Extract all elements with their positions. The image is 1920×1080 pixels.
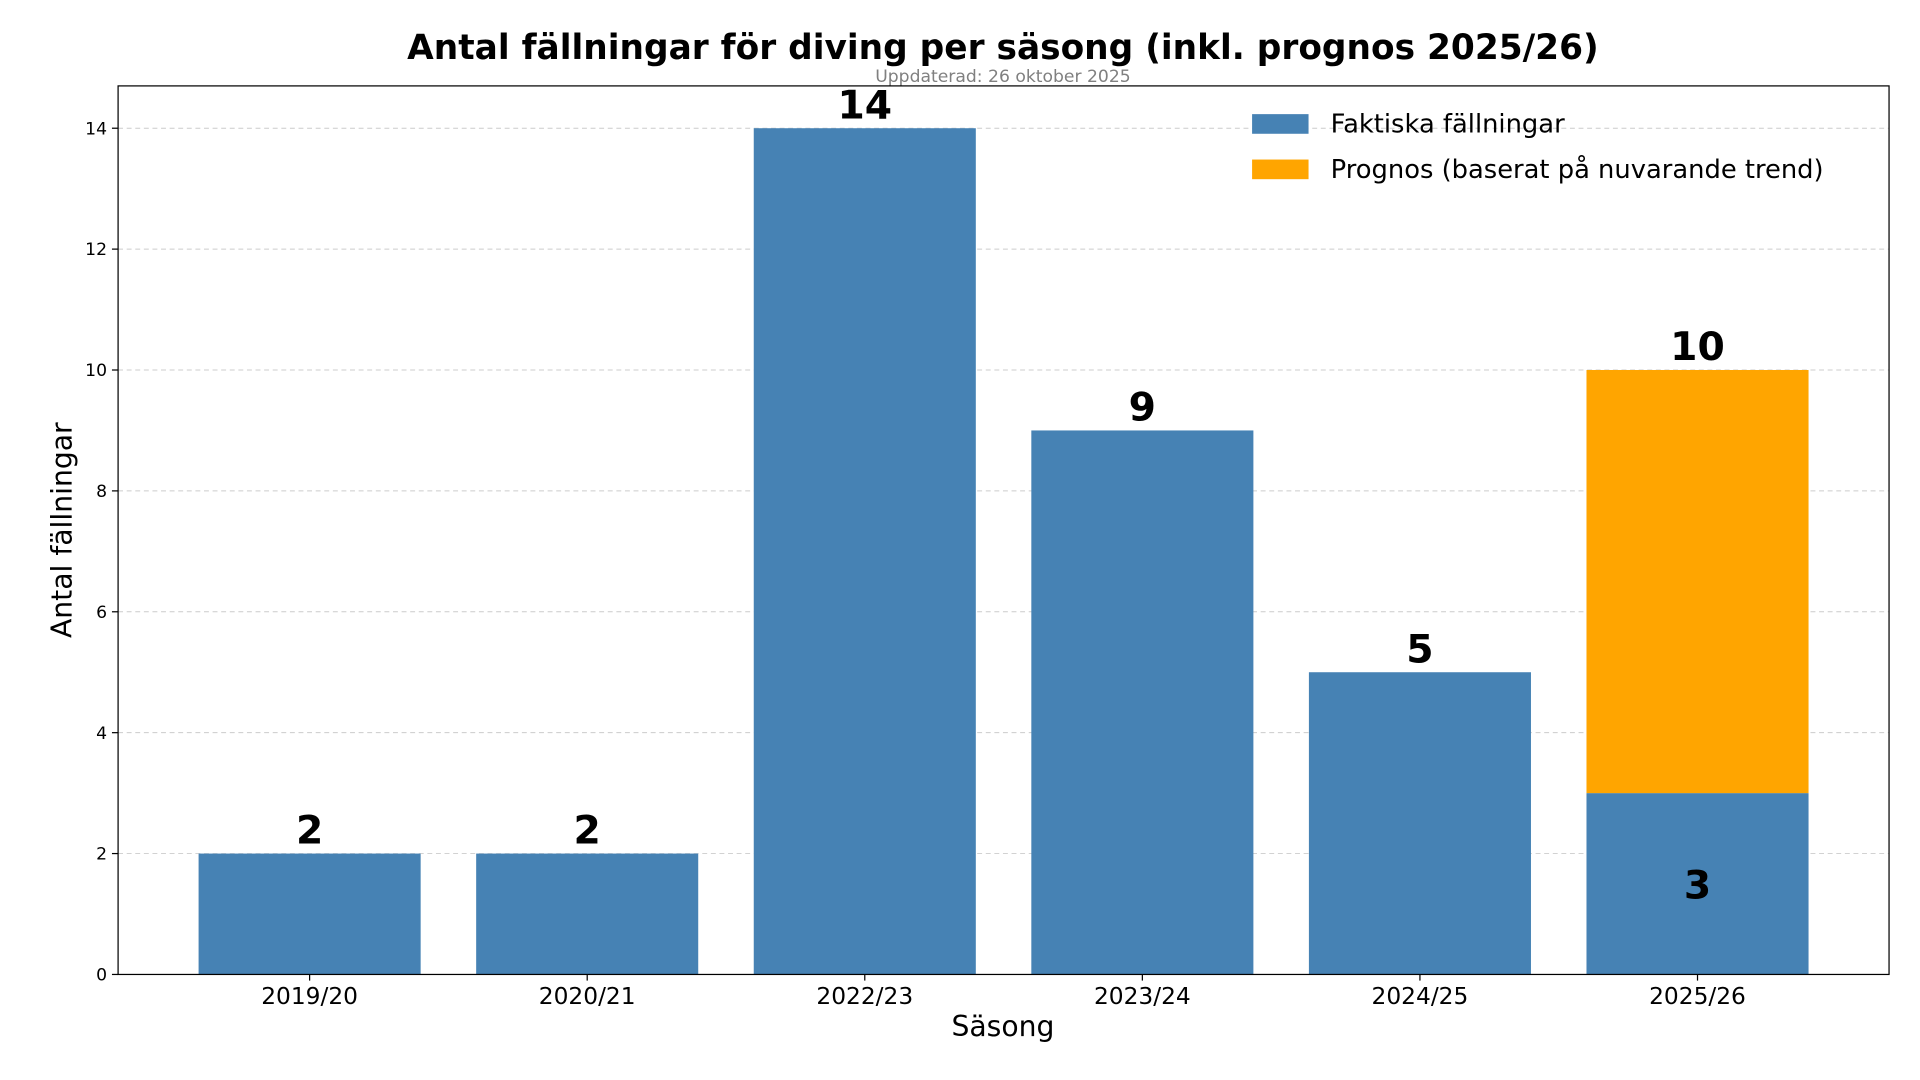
x-tick-label: 2023/24 (1094, 983, 1191, 1010)
x-axis-label: Säsong (951, 1010, 1054, 1043)
y-tick-label: 4 (96, 724, 107, 744)
x-axis: 2019/20 2020/21 2022/23 2023/24 2024/25 2025/… (261, 974, 1746, 1010)
y-tick-label: 12 (85, 240, 107, 260)
x-tick-label: 2022/23 (816, 983, 913, 1010)
data-labels: 2 2 14 9 5 10 3 (296, 83, 1725, 908)
x-tick-label: 2025/26 (1649, 983, 1746, 1010)
chart-title: Antal fällningar för diving per säsong (… (407, 28, 1599, 68)
bar-actual (753, 128, 976, 975)
x-tick-label: 2024/25 (1372, 983, 1469, 1010)
y-tick-label: 0 (96, 966, 107, 986)
y-axis-label: Antal fällningar (45, 422, 78, 638)
y-tick-label: 8 (96, 482, 107, 502)
legend-swatch-forecast (1252, 159, 1309, 180)
y-tick-label: 10 (85, 361, 107, 381)
legend-label-forecast: Prognos (baserat på nuvarande trend) (1331, 154, 1824, 185)
legend-label-actual: Faktiska fällningar (1331, 110, 1565, 140)
bar-actual (476, 853, 699, 975)
bar-actual (1586, 793, 1809, 975)
legend: Faktiska fällningar Prognos (baserat på … (1252, 110, 1824, 185)
bars (198, 128, 1809, 975)
bar-forecast (1586, 370, 1809, 794)
bar-actual (1031, 430, 1254, 975)
y-tick-label: 6 (96, 603, 107, 623)
legend-swatch-actual (1252, 114, 1309, 134)
x-tick-label: 2019/20 (261, 983, 358, 1010)
plot-frame (117, 85, 1890, 976)
bar-actual (1308, 672, 1531, 975)
bar-actual (198, 853, 421, 975)
data-label: 5 (1406, 627, 1433, 672)
data-label: 9 (1129, 386, 1156, 431)
x-tick-label: 2020/21 (539, 983, 636, 1010)
y-tick-label: 14 (85, 119, 107, 139)
data-label: 2 (296, 809, 323, 854)
chart-subtitle: Uppdaterad: 26 oktober 2025 (875, 67, 1131, 87)
y-tick-label: 2 (96, 845, 107, 865)
y-axis: 0 2 4 6 8 10 12 14 (85, 119, 119, 986)
data-label: 14 (837, 83, 892, 128)
grid-lines (118, 127, 1890, 855)
inner-data-label: 3 (1684, 864, 1711, 909)
data-label: 2 (574, 809, 601, 854)
data-label: 10 (1670, 325, 1725, 370)
